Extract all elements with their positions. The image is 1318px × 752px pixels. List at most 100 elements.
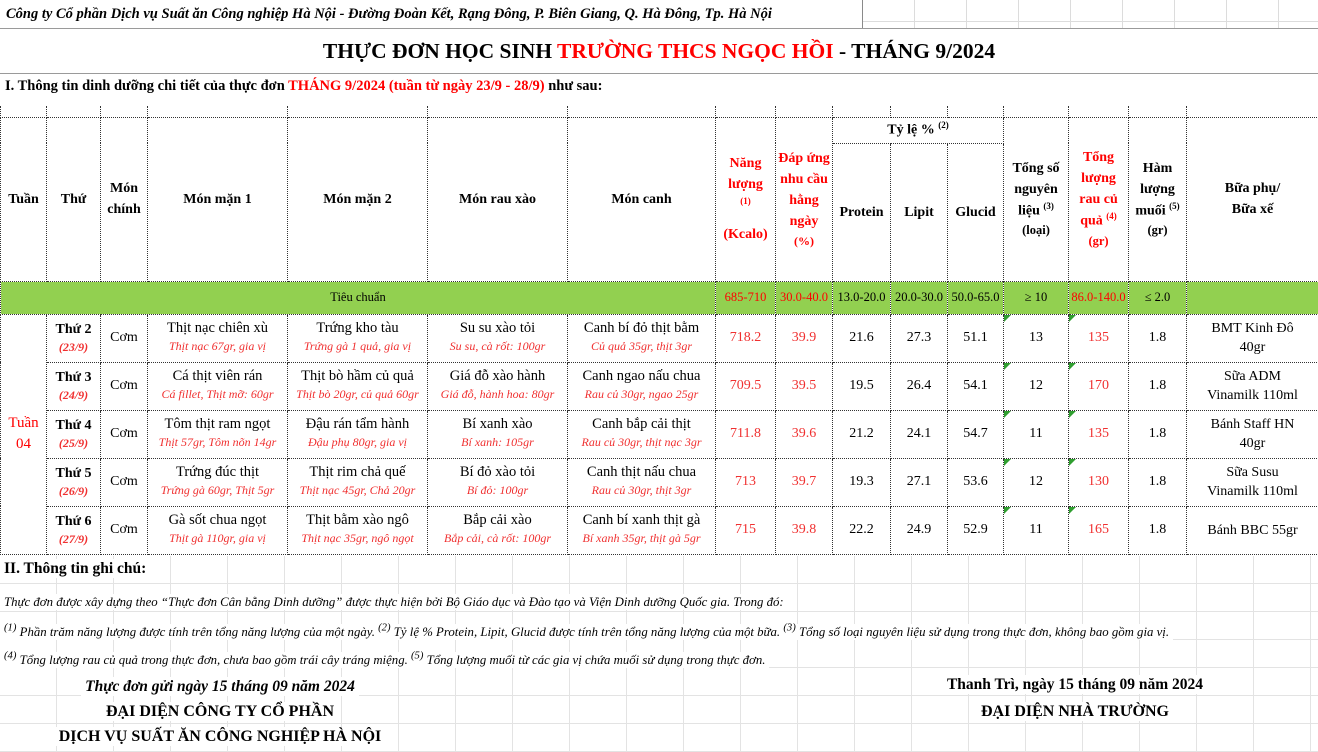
glucid-value: 52.9 bbox=[947, 505, 1004, 555]
col-header-glucid: Glucid bbox=[947, 142, 1004, 282]
col-header-energy: Năng lượng (1) (Kcalo) bbox=[715, 116, 776, 282]
soup-cell: Canh ngao nấu chua Rau củ 30gr, ngao 25gr bbox=[567, 361, 716, 411]
error-indicator-triangle bbox=[1004, 411, 1011, 418]
section1-heading: I. Thông tin dinh dưỡng chi tiết của thự… bbox=[0, 73, 1318, 104]
side-meal-label-1: Bữa phụ/ bbox=[1224, 181, 1281, 196]
side-meal-label-2: Bữa xế bbox=[1231, 202, 1274, 217]
soup-cell: Canh thịt nấu chua Rau củ 30gr, thịt 3gr bbox=[567, 457, 716, 507]
salt-footnote-marker: (5) bbox=[1169, 200, 1180, 211]
energy-value: 713 bbox=[715, 457, 776, 507]
main-dish-cell: Cơm bbox=[100, 505, 148, 555]
nutrition-menu-table: Tuần Thứ Món chính Món mặn 1 Món mặn 2 M… bbox=[0, 106, 1318, 555]
demand-value: 39.8 bbox=[775, 505, 833, 555]
glucid-value: 54.1 bbox=[947, 361, 1004, 411]
demand-value: 39.5 bbox=[775, 361, 833, 411]
standard-protein: 13.0-20.0 bbox=[832, 280, 891, 315]
total-veg-value: 165 bbox=[1068, 505, 1129, 555]
stirfry-cell: Giá đỗ xào hành Giá đỗ, hành hoa: 80gr bbox=[427, 361, 568, 411]
savory1-cell: Tôm thịt ram ngọt Thịt 57gr, Tôm nõn 14gr bbox=[147, 409, 288, 459]
error-indicator-triangle bbox=[1004, 507, 1011, 514]
error-indicator-triangle bbox=[1004, 459, 1011, 466]
company-representative-line-1: ĐẠI DIỆN CÔNG TY CỔ PHẦN bbox=[0, 702, 440, 721]
protein-value: 21.6 bbox=[832, 313, 891, 363]
total-veg-value: 135 bbox=[1068, 313, 1129, 363]
total-ingredients-value: 11 bbox=[1003, 409, 1069, 459]
main-dish-cell: Cơm bbox=[100, 457, 148, 507]
week-number: 04 bbox=[16, 436, 31, 452]
error-indicator-triangle bbox=[1069, 507, 1076, 514]
section2-heading: II. Thông tin ghi chú: bbox=[0, 559, 151, 578]
day-cell: Thứ 5 (26/9) bbox=[46, 457, 101, 507]
standard-total-veg: 86.0-140.0 bbox=[1068, 280, 1129, 315]
col-header-salt: Hàm lượng muối (5) (gr) bbox=[1128, 116, 1187, 282]
standard-side-meal-empty bbox=[1186, 280, 1318, 315]
menu-row-wednesday: Thứ 4 (25/9) Cơm Tôm thịt ram ngọt Thịt 57… bbox=[1, 409, 1318, 459]
stirfry-cell: Bí đỏ xào tỏi Bí đỏ: 100gr bbox=[427, 457, 568, 507]
lipit-value: 26.4 bbox=[890, 361, 948, 411]
demand-label: Đáp ứng nhu cầu hằng ngày bbox=[778, 151, 830, 229]
stirfry-cell: Bí xanh xào Bí xanh: 105gr bbox=[427, 409, 568, 459]
title-suffix: - THÁNG 9/2024 bbox=[833, 39, 996, 63]
protein-value: 22.2 bbox=[832, 505, 891, 555]
section1-suffix: như sau: bbox=[544, 78, 603, 94]
soup-cell: Canh bí xanh thịt gà Bí xanh 35gr, thịt g… bbox=[567, 505, 716, 555]
veg-unit: (gr) bbox=[1088, 233, 1109, 248]
standard-energy: 685-710 bbox=[715, 280, 776, 315]
salt-value: 1.8 bbox=[1128, 505, 1187, 555]
school-date-line: Thanh Trì, ngày 15 tháng 09 năm 2024 bbox=[820, 675, 1318, 694]
energy-value: 709.5 bbox=[715, 361, 776, 411]
day-cell: Thứ 6 (27/9) bbox=[46, 505, 101, 555]
salt-value: 1.8 bbox=[1128, 313, 1187, 363]
energy-value: 718.2 bbox=[715, 313, 776, 363]
col-header-lipit: Lipit bbox=[890, 142, 948, 282]
menu-row-tuesday: Thứ 3 (24/9) Cơm Cá thịt viên rán Cá fille… bbox=[1, 361, 1318, 411]
ingredients-label: Tổng số nguyên liệu bbox=[1012, 160, 1060, 219]
week-label: Tuần bbox=[8, 415, 39, 431]
notes-line-2: (4) Tổng lượng rau củ quả trong thực đơn… bbox=[0, 651, 770, 669]
lipit-value: 24.1 bbox=[890, 409, 948, 459]
total-veg-value: 170 bbox=[1068, 361, 1129, 411]
stirfry-cell: Bắp cải xào Bắp cải, cà rốt: 100gr bbox=[427, 505, 568, 555]
total-ingredients-value: 11 bbox=[1003, 505, 1069, 555]
demand-value: 39.7 bbox=[775, 457, 833, 507]
main-dish-cell: Cơm bbox=[100, 313, 148, 363]
ingredients-footnote-marker: (3) bbox=[1043, 200, 1054, 211]
company-representative-line-2: DỊCH VỤ SUẤT ĂN CÔNG NGHIỆP HÀ NỘI bbox=[0, 727, 440, 746]
energy-label: Năng lượng bbox=[728, 155, 763, 192]
protein-value: 19.5 bbox=[832, 361, 891, 411]
standard-demand: 30.0-40.0 bbox=[775, 280, 833, 315]
col-header-day: Thứ bbox=[46, 116, 101, 282]
standard-salt: ≤ 2.0 bbox=[1128, 280, 1187, 315]
error-indicator-triangle bbox=[1069, 459, 1076, 466]
total-ingredients-value: 12 bbox=[1003, 457, 1069, 507]
demand-value: 39.6 bbox=[775, 409, 833, 459]
page-title: THỰC ĐƠN HỌC SINH TRƯỜNG THCS NGỌC HỒI -… bbox=[0, 29, 1318, 74]
side-meal-value: BMT Kinh Đô 40gr bbox=[1186, 313, 1318, 363]
error-indicator-triangle bbox=[1069, 411, 1076, 418]
col-header-ratio-group: Tỷ lệ % (2) bbox=[832, 116, 1004, 144]
total-veg-value: 135 bbox=[1068, 409, 1129, 459]
ingredients-unit: (loại) bbox=[1022, 223, 1050, 238]
col-header-protein: Protein bbox=[832, 142, 891, 282]
demand-unit: (%) bbox=[794, 234, 814, 248]
energy-unit: (Kcalo) bbox=[723, 227, 768, 243]
ratio-footnote-marker: (2) bbox=[938, 120, 949, 131]
side-meal-value: Sữa ADM Vinamilk 110ml bbox=[1186, 361, 1318, 411]
savory2-cell: Thịt bằm xào ngô Thịt nạc 35gr, ngô ngọt bbox=[287, 505, 428, 555]
school-representative-line: ĐẠI DIỆN NHÀ TRƯỜNG bbox=[820, 702, 1318, 721]
section1-prefix: I. Thông tin dinh dưỡng chi tiết của thự… bbox=[5, 78, 289, 94]
side-meal-value: Bánh BBC 55gr bbox=[1186, 505, 1318, 555]
glucid-value: 53.6 bbox=[947, 457, 1004, 507]
salt-label: Hàm lượng muối bbox=[1135, 160, 1175, 219]
table-subheader-row: Protein Lipit Glucid bbox=[1, 142, 1318, 282]
protein-value: 21.2 bbox=[832, 409, 891, 459]
main-dish-cell: Cơm bbox=[100, 361, 148, 411]
savory1-cell: Thịt nạc chiên xù Thịt nạc 67gr, gia vị bbox=[147, 313, 288, 363]
side-meal-value: Sữa Susu Vinamilk 110ml bbox=[1186, 457, 1318, 507]
savory2-cell: Đậu rán tẩm hành Đậu phụ 80gr, gia vị bbox=[287, 409, 428, 459]
error-indicator-triangle bbox=[1069, 363, 1076, 370]
standard-values-row: Tiêu chuẩn 685-710 30.0-40.0 13.0-20.0 2… bbox=[0, 280, 1318, 315]
company-header: Công ty Cổ phần Dịch vụ Suất ăn Công ngh… bbox=[0, 0, 1318, 29]
side-meal-value: Bánh Staff HN 40gr bbox=[1186, 409, 1318, 459]
